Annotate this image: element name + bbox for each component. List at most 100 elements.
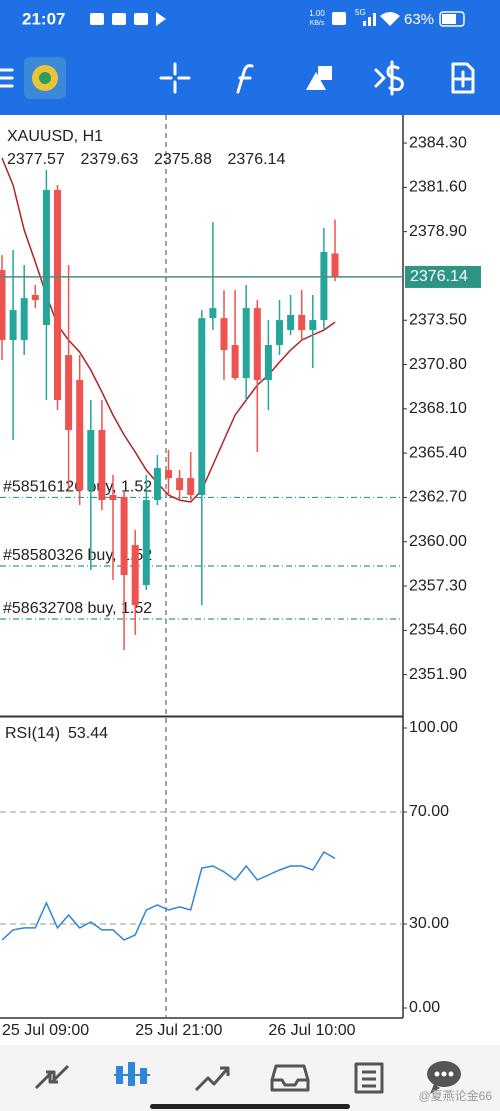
y-tick-label: 2360.00 bbox=[409, 533, 467, 550]
symbol-title: XAUUSD, H1 bbox=[7, 128, 103, 145]
x-tick-label: 26 Jul 10:00 bbox=[268, 1022, 355, 1039]
candle-body bbox=[31, 294, 39, 301]
rsi-tick-label: 70.00 bbox=[409, 803, 449, 820]
rsi-line bbox=[1, 850, 336, 941]
status-icons-part bbox=[112, 13, 126, 25]
candle-body bbox=[309, 320, 317, 331]
candle-body bbox=[287, 315, 295, 331]
candle-body bbox=[54, 189, 61, 400]
candle-body bbox=[109, 494, 117, 501]
status-icons-part bbox=[442, 14, 456, 24]
order-label: #58580326 buy, 1.52 bbox=[3, 547, 152, 564]
bottom-nav bbox=[0, 1045, 500, 1111]
status-icons-part bbox=[373, 13, 376, 26]
y-tick-label: 2384.30 bbox=[409, 134, 467, 151]
status-icons-part bbox=[90, 13, 104, 25]
status-icons-part bbox=[380, 12, 400, 26]
candle-body bbox=[198, 318, 206, 495]
app-icon[interactable] bbox=[24, 57, 66, 99]
crosshair-button[interactable] bbox=[159, 62, 191, 94]
candle-body bbox=[253, 308, 261, 380]
rsi-tick-label: 30.00 bbox=[409, 915, 449, 932]
x-tick-label: 25 Jul 09:00 bbox=[2, 1022, 89, 1039]
nav-history[interactable] bbox=[270, 1064, 310, 1092]
objects-button[interactable] bbox=[306, 66, 332, 90]
crosshair-button-part[interactable] bbox=[159, 62, 191, 94]
menu-button[interactable] bbox=[0, 68, 14, 88]
order-label: #58632708 buy, 1.52 bbox=[3, 600, 152, 617]
nav-chat-part[interactable] bbox=[434, 1071, 440, 1077]
nav-quotes-part[interactable] bbox=[34, 1064, 70, 1090]
y-tick-label: 2357.30 bbox=[409, 577, 467, 594]
candle-body bbox=[98, 430, 106, 501]
candle-body bbox=[131, 545, 139, 606]
candle-body bbox=[176, 478, 184, 491]
y-tick-label: 2354.60 bbox=[409, 622, 467, 639]
ohlc-high: 2379.63 bbox=[81, 151, 139, 168]
nav-quotes[interactable] bbox=[34, 1064, 70, 1090]
top-bar bbox=[0, 0, 500, 115]
network: 5G bbox=[355, 8, 366, 17]
nav-chat-part[interactable] bbox=[448, 1071, 454, 1077]
ohlc-low: 2375.88 bbox=[154, 151, 212, 168]
status-icons bbox=[90, 11, 465, 27]
nav-news[interactable] bbox=[354, 1062, 384, 1094]
new-order-button[interactable] bbox=[451, 62, 475, 94]
candle-body bbox=[220, 318, 228, 351]
candle-body bbox=[120, 496, 128, 576]
candle-body bbox=[320, 251, 328, 321]
candle-body bbox=[9, 310, 17, 341]
candle-body bbox=[65, 355, 73, 431]
battery: 63% bbox=[404, 11, 434, 28]
candle-body bbox=[76, 379, 84, 491]
nav-chat-part[interactable] bbox=[441, 1071, 447, 1077]
y-tick-label: 2370.80 bbox=[409, 356, 467, 373]
y-tick-label: 2365.40 bbox=[409, 444, 467, 461]
candle-body bbox=[165, 470, 172, 479]
candle-body bbox=[153, 468, 161, 501]
net-speed: 1.00 bbox=[309, 9, 325, 18]
objects-button-part[interactable] bbox=[318, 66, 332, 80]
nav-chart[interactable] bbox=[114, 1062, 150, 1086]
rsi-tick-label: 0.00 bbox=[409, 999, 440, 1016]
candle-body bbox=[264, 345, 272, 380]
objects-button-part[interactable] bbox=[306, 72, 326, 90]
status-icons-part bbox=[156, 12, 166, 26]
y-tick-label: 2351.90 bbox=[409, 666, 467, 683]
candle-body bbox=[0, 270, 6, 341]
candle-body bbox=[331, 253, 339, 277]
candle-body bbox=[276, 320, 283, 346]
rsi-title: RSI(14) bbox=[5, 725, 60, 742]
nav-trade-part[interactable] bbox=[194, 1066, 230, 1092]
candle-body bbox=[298, 315, 306, 331]
indicators-button-part[interactable] bbox=[236, 64, 254, 94]
app-icon-part[interactable] bbox=[39, 72, 51, 84]
current-price-label: 2376.14 bbox=[410, 268, 468, 285]
candle-body bbox=[242, 308, 250, 379]
home-indicator bbox=[150, 1104, 350, 1109]
nav-chat-part[interactable] bbox=[430, 1084, 440, 1094]
candle-body bbox=[20, 298, 28, 341]
status-icons-part bbox=[134, 13, 148, 25]
y-tick-label: 2368.10 bbox=[409, 400, 467, 417]
current-price-box bbox=[405, 265, 481, 288]
status-time: 21:07 bbox=[22, 9, 65, 28]
indicators-button[interactable] bbox=[236, 64, 254, 94]
menu-button-part[interactable] bbox=[0, 68, 14, 88]
trade-button-part[interactable] bbox=[374, 60, 404, 96]
watermark: @夏燕论金66 bbox=[418, 1088, 492, 1103]
nav-news-part[interactable] bbox=[354, 1062, 384, 1094]
candle-body bbox=[42, 189, 50, 326]
status-icons-part bbox=[368, 17, 371, 26]
x-tick-label: 25 Jul 21:00 bbox=[135, 1022, 222, 1039]
status-icons-part bbox=[332, 12, 346, 25]
new-order-button-part[interactable] bbox=[451, 62, 475, 94]
nav-trade[interactable] bbox=[194, 1066, 230, 1092]
nav-history-part[interactable] bbox=[270, 1064, 310, 1092]
nav-chat[interactable] bbox=[427, 1061, 461, 1094]
net-speed-unit: KB/s bbox=[310, 20, 325, 27]
trade-button[interactable] bbox=[374, 60, 404, 96]
y-tick-label: 2362.70 bbox=[409, 489, 467, 506]
y-tick-label: 2373.50 bbox=[409, 311, 467, 328]
